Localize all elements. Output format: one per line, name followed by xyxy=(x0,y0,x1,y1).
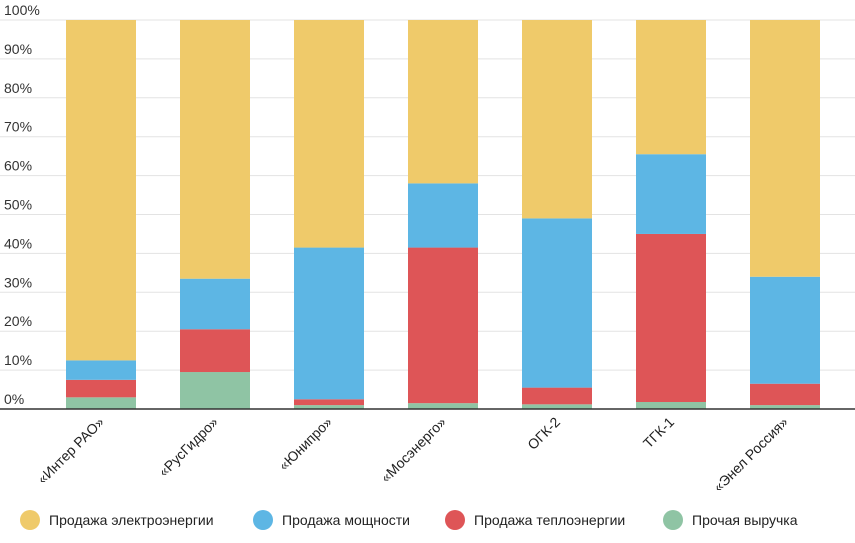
x-category-label: «Юнипро» xyxy=(275,414,335,474)
bar-segment xyxy=(636,401,706,409)
x-category-label: ТГК-1 xyxy=(640,414,677,451)
x-category-label: «Мосэнерго» xyxy=(377,414,449,486)
bar-segment xyxy=(408,183,478,248)
y-tick-label: 60% xyxy=(4,158,32,174)
bar-segment xyxy=(750,276,820,384)
x-category-label: «Энел Россия» xyxy=(710,414,791,495)
bar-segment xyxy=(750,20,820,277)
bar-segment xyxy=(636,20,706,155)
y-tick-label: 100% xyxy=(4,2,40,18)
bar-segment xyxy=(408,247,478,404)
bar-segment xyxy=(66,397,136,409)
y-axis-ticks: 0% 10% 20% 30% 40% 50% 60% 70% 80% 90% 100% xyxy=(4,2,40,407)
x-category-label: «Интер РАО» xyxy=(34,414,107,487)
y-tick-label: 50% xyxy=(4,197,32,213)
bar-segment xyxy=(522,20,592,219)
y-tick-label: 10% xyxy=(4,352,32,368)
legend-label: Продажа электроэнергии xyxy=(49,512,214,528)
legend: Продажа электроэнергии Продажа мощности Пр… xyxy=(20,510,798,530)
bar-segment xyxy=(294,405,364,409)
y-tick-label: 70% xyxy=(4,119,32,135)
legend-label: Продажа мощности xyxy=(282,512,410,528)
bars xyxy=(66,20,820,409)
bar-segment xyxy=(522,404,592,409)
bar-segment xyxy=(408,403,478,409)
legend-swatch xyxy=(445,510,465,530)
bar-segment xyxy=(750,383,820,406)
legend-label: Продажа теплоэнергии xyxy=(474,512,625,528)
bar-segment xyxy=(294,399,364,406)
legend-label: Прочая выручка xyxy=(692,512,798,528)
bar-segment xyxy=(522,218,592,388)
bar-segment xyxy=(66,20,136,361)
y-tick-label: 90% xyxy=(4,41,32,57)
bar-segment xyxy=(180,329,250,373)
legend-swatch xyxy=(20,510,40,530)
bar-segment xyxy=(180,372,250,409)
bar-segment xyxy=(408,20,478,184)
bar-segment xyxy=(636,233,706,402)
bar-segment xyxy=(294,247,364,400)
legend-swatch xyxy=(663,510,683,530)
legend-swatch xyxy=(253,510,273,530)
bar-segment xyxy=(66,379,136,398)
bar-segment xyxy=(522,387,592,405)
bar-segment xyxy=(750,405,820,409)
bar-segment xyxy=(66,360,136,380)
x-axis-labels: «Интер РАО» «РусГидро» «Юнипро» «Мосэнерго»… xyxy=(34,414,791,495)
bar-segment xyxy=(636,154,706,234)
y-tick-label: 30% xyxy=(4,274,32,290)
x-category-label: «РусГидро» xyxy=(155,414,221,480)
x-category-label: ОГК-2 xyxy=(524,414,563,453)
y-tick-label: 20% xyxy=(4,313,32,329)
bar-segment xyxy=(180,278,250,330)
bar-segment xyxy=(180,20,250,279)
y-tick-label: 40% xyxy=(4,235,32,251)
bar-segment xyxy=(294,20,364,248)
y-tick-label: 80% xyxy=(4,80,32,96)
y-tick-label: 0% xyxy=(4,391,24,407)
